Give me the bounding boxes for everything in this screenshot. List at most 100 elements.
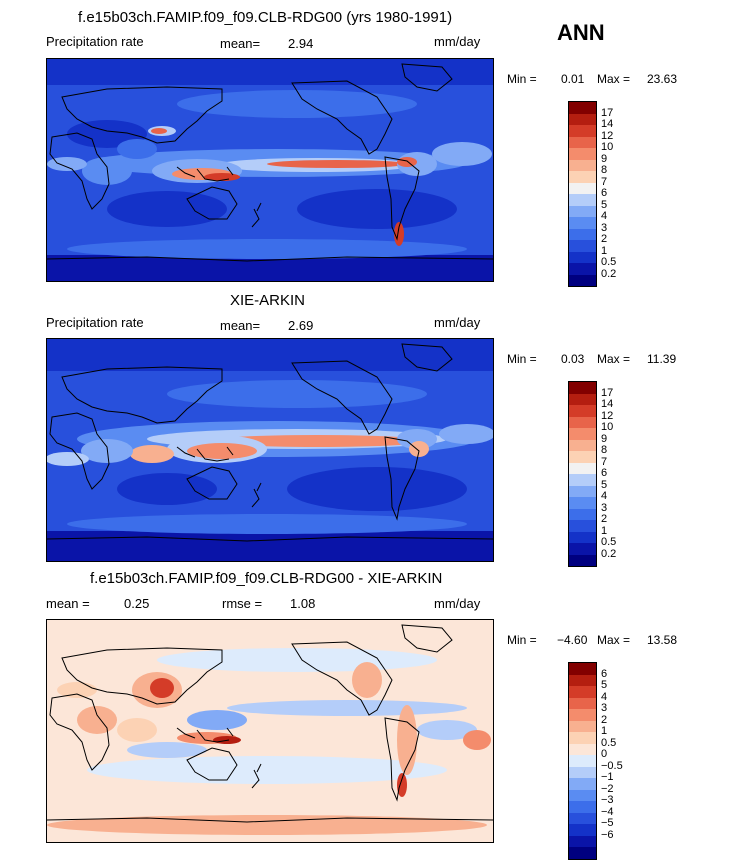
colorbar-label: 4 bbox=[601, 490, 608, 502]
colorbar-label: 10 bbox=[601, 421, 614, 433]
panel-1-units: mm/day bbox=[434, 34, 481, 49]
colorbar-segment bbox=[569, 743, 596, 755]
colorbar-segment bbox=[569, 416, 596, 428]
colorbar-label: 0.2 bbox=[601, 267, 617, 280]
colorbar-label: −6 bbox=[601, 828, 614, 841]
colorbar-segment bbox=[569, 251, 596, 263]
colorbar-label: 12 bbox=[601, 129, 614, 142]
colorbar-label: 2 bbox=[601, 233, 608, 245]
colorbar-segment bbox=[569, 451, 596, 463]
colorbar-segment bbox=[569, 663, 596, 675]
colorbar-label: −2 bbox=[601, 782, 614, 795]
colorbar-segment bbox=[569, 543, 596, 555]
colorbar-segment bbox=[569, 755, 596, 767]
colorbar-segment bbox=[569, 720, 596, 732]
colorbar-label: 0.2 bbox=[601, 547, 617, 560]
colorbar-label: 7 bbox=[601, 455, 608, 468]
colorbar-segment bbox=[569, 801, 596, 813]
panel-1-mean-value: 2.94 bbox=[288, 36, 314, 51]
colorbar-label: 5 bbox=[601, 198, 608, 211]
colorbar-label: 3 bbox=[601, 501, 608, 514]
panel-3-min-label: Min = bbox=[507, 633, 537, 647]
panel-3-units: mm/day bbox=[434, 596, 481, 611]
panel-3-max-label: Max = bbox=[597, 633, 631, 647]
colorbar-segment bbox=[569, 102, 596, 114]
colorbar-label: 1 bbox=[601, 524, 608, 537]
colorbar-label: 0.5 bbox=[601, 736, 617, 749]
panel-1-max-label: Max = bbox=[597, 72, 631, 86]
panel-3-map-field bbox=[47, 620, 493, 842]
colorbar-label: 3 bbox=[601, 702, 608, 714]
colorbar-segment bbox=[569, 812, 596, 824]
colorbar-segment bbox=[569, 508, 596, 520]
panel-3-min-value: −4.60 bbox=[557, 633, 588, 647]
colorbar-label: 5 bbox=[601, 478, 608, 491]
colorbar-label: 8 bbox=[601, 164, 608, 176]
colorbar-label: 7 bbox=[601, 175, 608, 188]
panel-1-variable-label: Precipitation rate bbox=[46, 34, 144, 49]
panel-2-mean-value: 2.69 bbox=[288, 318, 314, 333]
colorbar-segment bbox=[569, 125, 596, 137]
panel-3-colorbar bbox=[568, 662, 597, 860]
colorbar-label: 6 bbox=[601, 187, 608, 199]
colorbar-label: −0.5 bbox=[601, 759, 623, 772]
colorbar-segment bbox=[569, 474, 596, 486]
panel-1-max-value: 23.63 bbox=[647, 72, 678, 86]
colorbar-label: −4 bbox=[601, 805, 614, 818]
panel-2-min-label: Min = bbox=[507, 352, 537, 366]
panel-1-min-label: Min = bbox=[507, 72, 537, 86]
colorbar-label: 17 bbox=[601, 106, 614, 119]
colorbar-segment bbox=[569, 194, 596, 206]
colorbar-segment bbox=[569, 405, 596, 417]
colorbar-segment bbox=[569, 148, 596, 160]
panel-3-mean-value: 0.25 bbox=[124, 596, 150, 611]
colorbar-segment bbox=[569, 274, 596, 286]
colorbar-segment bbox=[569, 497, 596, 509]
colorbar-segment bbox=[569, 171, 596, 183]
colorbar-segment bbox=[569, 240, 596, 252]
colorbar-segment bbox=[569, 709, 596, 721]
colorbar-label: 14 bbox=[601, 118, 614, 130]
colorbar-segment bbox=[569, 393, 596, 405]
colorbar-label: 4 bbox=[601, 210, 608, 222]
panel-3-rmse-label: rmse = bbox=[222, 596, 263, 611]
colorbar-segment bbox=[569, 428, 596, 440]
colorbar-segment bbox=[569, 228, 596, 240]
colorbar-label: 0 bbox=[601, 748, 608, 760]
colorbar-segment bbox=[569, 674, 596, 686]
colorbar-segment bbox=[569, 439, 596, 451]
colorbar-segment bbox=[569, 686, 596, 698]
panel-1-map bbox=[46, 58, 494, 282]
colorbar-segment bbox=[569, 159, 596, 171]
colorbar-label: 2 bbox=[601, 713, 608, 726]
panel-1-min-value: 0.01 bbox=[561, 72, 585, 86]
colorbar-label: 10 bbox=[601, 141, 614, 153]
colorbar-segment bbox=[569, 778, 596, 790]
colorbar-segment bbox=[569, 485, 596, 497]
panel-2-variable-label: Precipitation rate bbox=[46, 315, 144, 330]
colorbar-segment bbox=[569, 520, 596, 532]
colorbar-label: 8 bbox=[601, 444, 608, 456]
colorbar-segment bbox=[569, 789, 596, 801]
colorbar-label: 6 bbox=[601, 667, 608, 680]
panel-2-title: XIE-ARKIN bbox=[230, 292, 306, 309]
panel-2-max-value: 11.39 bbox=[647, 352, 677, 366]
panel-3-title: f.e15b03ch.FAMIP.f09_f09.CLB-RDG00 - XIE… bbox=[90, 570, 443, 587]
colorbar-segment bbox=[569, 732, 596, 744]
colorbar-label: 5 bbox=[601, 679, 608, 691]
colorbar-label: 9 bbox=[601, 152, 608, 165]
colorbar-label: 12 bbox=[601, 409, 614, 422]
panel-1-map-field bbox=[47, 59, 493, 281]
panel-1-title: f.e15b03ch.FAMIP.f09_f09.CLB-RDG00 (yrs … bbox=[78, 9, 453, 26]
panel-3-mean-label: mean = bbox=[46, 596, 90, 611]
colorbar-label: 1 bbox=[601, 725, 608, 737]
colorbar-segment bbox=[569, 217, 596, 229]
panel-3-map bbox=[46, 619, 494, 843]
colorbar-segment bbox=[569, 554, 596, 566]
colorbar-segment bbox=[569, 531, 596, 543]
colorbar-label: 14 bbox=[601, 398, 614, 410]
panel-3-max-value: 13.58 bbox=[647, 633, 678, 647]
colorbar-label: 4 bbox=[601, 690, 608, 703]
colorbar-label: 3 bbox=[601, 221, 608, 234]
colorbar-label: 9 bbox=[601, 432, 608, 445]
